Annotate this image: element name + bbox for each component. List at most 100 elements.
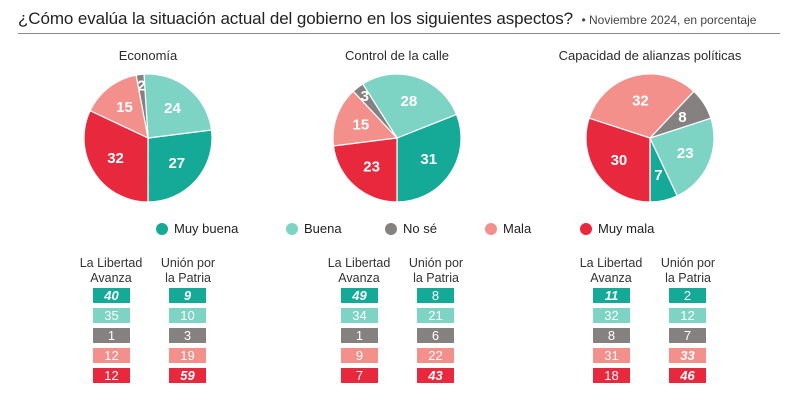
legend-label: Muy mala: [598, 221, 655, 236]
table-cell-lla-muy-mala: 12: [93, 368, 130, 383]
legend-swatch: [156, 222, 168, 235]
pie-data-label: 15: [116, 99, 133, 116]
pie-slice-mala: [332, 90, 399, 147]
table-cell-uxp-muy-buena: 8: [417, 288, 454, 303]
table-cell-lla-no-se: 1: [341, 328, 378, 343]
pie-data-label: 27: [168, 155, 185, 172]
table-cell-uxp-buena: 10: [169, 308, 206, 323]
table-cell-lla-muy-mala: 7: [341, 368, 378, 383]
pie-data-label: 28: [401, 93, 418, 110]
table-cell-uxp-muy-mala: 43: [417, 368, 454, 383]
header-line: Unión por: [160, 256, 216, 270]
pie-data-label: 23: [363, 158, 380, 175]
header-line: La Libertad: [327, 256, 391, 270]
pie-slice-muy-mala: [585, 117, 651, 203]
pie-data-label: 32: [632, 92, 649, 109]
table-cell-uxp-no-se: 7: [669, 328, 706, 343]
pie-chart: 27 24 215 32: [83, 73, 213, 203]
pie-slice-buena: [143, 73, 213, 139]
pie-title: Control de la calle: [344, 48, 450, 63]
table-cell-lla-muy-buena: 40: [93, 288, 130, 303]
table-cell-uxp-muy-mala: 46: [669, 368, 706, 383]
pie-data-label: 15: [353, 116, 370, 133]
table-cell-uxp-no-se: 3: [169, 328, 206, 343]
header-line: la Patria: [665, 271, 711, 285]
legend-item-muy-mala: Muy mala: [580, 221, 654, 236]
chart-subtitle: • Noviembre 2024, en porcentaje: [581, 13, 757, 27]
pie-panel-economia: Economía 27 24 2 15 32: [28, 45, 268, 395]
legend-swatch: [485, 222, 497, 235]
table-cell-uxp-no-se: 6: [417, 328, 454, 343]
pie-chart: 31 28 3 15 23: [332, 73, 462, 203]
chart-title: ¿Cómo evalúa la situación actual del gob…: [18, 9, 573, 28]
legend-swatch: [580, 222, 592, 235]
pie-title: Capacidad de alianzas políticas: [558, 48, 742, 63]
table-header-uxp: Unión por la Patria: [401, 256, 471, 286]
pie-data-label: 23: [677, 145, 694, 162]
pie-slice-muy-mala: [83, 109, 149, 203]
table-cell-uxp-buena: 21: [417, 308, 454, 323]
table-cell-lla-no-se: 1: [93, 328, 130, 343]
table-cell-lla-mala: 9: [341, 348, 378, 363]
pie-panel-alianzas: Capacidad de alianzas políticas 7 23 8 32 30: [530, 45, 770, 395]
header-line: La Libertad: [79, 256, 143, 270]
chart-header: ¿Cómo evalúa la situación actual del gob…: [18, 9, 780, 34]
legend-item-buena: Buena: [286, 221, 342, 236]
table-header-uxp: Unión por la Patria: [653, 256, 723, 286]
table-header-lla: La Libertad Avanza: [76, 256, 146, 286]
legend-swatch: [385, 222, 397, 235]
table-cell-uxp-muy-mala: 59: [169, 368, 206, 383]
table-cell-lla-buena: 32: [593, 308, 630, 323]
legend-item-mala: Mala: [485, 221, 531, 236]
header-line: Avanza: [338, 271, 380, 285]
table-cell-lla-muy-mala: 18: [593, 368, 630, 383]
pie-data-label: 30: [611, 152, 628, 169]
legend-item-muy-buena: Muy buena: [156, 221, 238, 236]
legend-label: Buena: [304, 221, 342, 236]
table-header-uxp: Unión por la Patria: [153, 256, 223, 286]
header-line: la Patria: [413, 271, 459, 285]
header-line: Unión por: [660, 256, 716, 270]
header-line: Avanza: [90, 271, 132, 285]
pie-chart: 7 23 8 32 30: [585, 73, 715, 203]
table-cell-uxp-muy-buena: 2: [669, 288, 706, 303]
table-header-lla: La Libertad Avanza: [324, 256, 394, 286]
pie-slice-mala: [89, 74, 149, 140]
pie-slice-buena: [649, 117, 715, 197]
table-cell-uxp-buena: 12: [669, 308, 706, 323]
pie-data-label: 32: [107, 150, 124, 167]
legend-label: Mala: [503, 221, 532, 236]
table-cell-uxp-mala: 19: [169, 348, 206, 363]
pie-title: Economía: [118, 48, 178, 63]
table-cell-lla-muy-buena: 11: [593, 288, 630, 303]
legend-label: Muy buena: [174, 221, 239, 236]
pie-slice-muy-buena: [396, 113, 462, 203]
table-cell-uxp-mala: 22: [417, 348, 454, 363]
pie-data-label: 3: [361, 88, 369, 105]
pie-data-label: 24: [164, 100, 181, 117]
header-line: La Libertad: [579, 256, 643, 270]
table-cell-lla-buena: 34: [341, 308, 378, 323]
table-header-lla: La Libertad Avanza: [576, 256, 646, 286]
table-cell-lla-mala: 12: [93, 348, 130, 363]
header-line: la Patria: [165, 271, 211, 285]
table-cell-lla-buena: 35: [93, 308, 130, 323]
table-cell-uxp-muy-buena: 9: [169, 288, 206, 303]
table-cell-lla-mala: 31: [593, 348, 630, 363]
pie-data-label: 8: [678, 109, 686, 126]
legend-label: No sé: [403, 221, 437, 236]
pie-data-label: 31: [420, 151, 437, 168]
header-line: Avanza: [590, 271, 632, 285]
table-cell-lla-no-se: 8: [593, 328, 630, 343]
pie-data-label: 7: [654, 167, 662, 184]
pie-slice-muy-mala: [332, 137, 398, 203]
pie-slice-mala: [588, 73, 695, 139]
header-line: Unión por: [408, 256, 464, 270]
pie-panel-control-calle: Control de la calle 31 28 3 15 23: [277, 45, 517, 395]
legend-swatch: [286, 222, 298, 235]
pie-data-label: 2: [137, 77, 145, 94]
table-cell-uxp-mala: 33: [669, 348, 706, 363]
table-cell-lla-muy-buena: 49: [341, 288, 378, 303]
pie-slice-buena: [361, 73, 458, 139]
pie-slice-muy-buena: [147, 129, 213, 203]
